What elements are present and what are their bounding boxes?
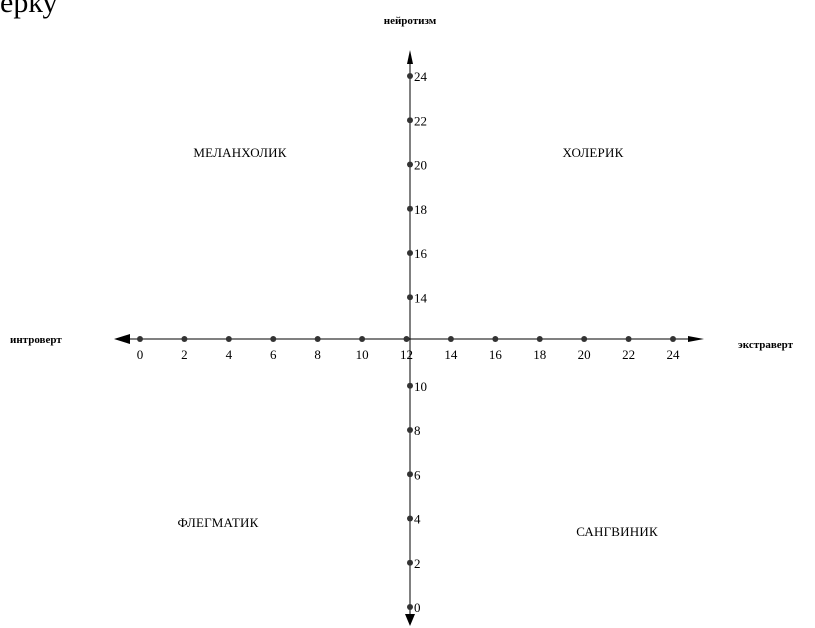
x-tick-label: 24 [667, 347, 681, 362]
y-axis-top-arrowhead [407, 50, 413, 64]
y-axis-point [407, 471, 413, 478]
x-axis-point [270, 336, 277, 342]
y-axis-point [407, 117, 413, 124]
x-axis-point [359, 336, 366, 342]
x-tick-label: 18 [533, 347, 546, 362]
x-axis-point [670, 336, 676, 342]
y-tick-label: 0 [414, 600, 421, 615]
x-tick-label: 20 [578, 347, 591, 362]
y-tick-label: 22 [414, 113, 427, 128]
y-axis-point [407, 559, 413, 566]
x-tick-label: 16 [489, 347, 503, 362]
x-axis-point [137, 336, 143, 342]
x-axis-point [314, 336, 321, 342]
x-axis-right-arrowhead [688, 336, 704, 342]
y-axis-point [407, 294, 413, 301]
x-axis-point [492, 336, 499, 342]
y-axis-point [407, 382, 413, 389]
quadrant-label-sanguine: САНГВИНИК [576, 524, 658, 539]
y-tick-label: 2 [414, 556, 421, 571]
x-tick-label: 12 [400, 347, 413, 362]
x-tick-label: 0 [137, 347, 144, 362]
x-tick-label: 22 [622, 347, 635, 362]
quadrant-label-choleric: ХОЛЕРИК [563, 145, 624, 160]
x-tick-label: 6 [270, 347, 277, 362]
x-axis-point [536, 336, 543, 342]
x-tick-label: 8 [314, 347, 321, 362]
axis-title-neuroticism: нейротизм [384, 15, 437, 27]
y-axis-point [407, 515, 413, 522]
x-axis-ticks: 0 2 4 6 8 10 12 14 16 18 20 22 24 [137, 336, 680, 362]
axis-title-extravert: экстраверт [738, 339, 794, 351]
y-tick-label: 24 [414, 69, 428, 84]
y-axis-point [407, 250, 413, 256]
y-axis-bottom-arrowhead [405, 614, 415, 626]
y-tick-label: 16 [414, 246, 428, 261]
y-tick-label: 14 [414, 290, 428, 305]
x-axis-point [403, 336, 410, 342]
x-tick-label: 2 [181, 347, 188, 362]
y-tick-label: 4 [414, 512, 421, 527]
y-tick-label: 6 [414, 467, 421, 482]
y-tick-label: 20 [414, 158, 427, 173]
x-axis-point [581, 336, 588, 342]
quadrant-label-phlegmatic: ФЛЕГМАТИК [178, 515, 259, 530]
y-axis-point [407, 427, 413, 433]
x-tick-label: 4 [226, 347, 233, 362]
x-axis-point [625, 336, 632, 342]
y-tick-label: 8 [414, 423, 421, 438]
partial-header-text: ерку [0, 0, 58, 19]
y-axis-point [407, 73, 413, 79]
x-axis-point [225, 336, 232, 342]
x-tick-label: 10 [356, 347, 369, 362]
y-tick-label: 10 [414, 379, 427, 394]
x-tick-label: 14 [444, 347, 458, 362]
axis-title-introvert: интроверт [10, 334, 62, 346]
y-axis-point [407, 205, 413, 212]
x-axis-point [447, 336, 454, 342]
y-axis-point [407, 161, 413, 168]
y-axis-point [407, 604, 413, 610]
quadrant-label-melancholic: МЕЛАНХОЛИК [193, 145, 286, 160]
y-tick-label: 18 [414, 202, 427, 217]
x-axis-point [181, 336, 188, 342]
x-axis-left-arrowhead [114, 334, 130, 344]
